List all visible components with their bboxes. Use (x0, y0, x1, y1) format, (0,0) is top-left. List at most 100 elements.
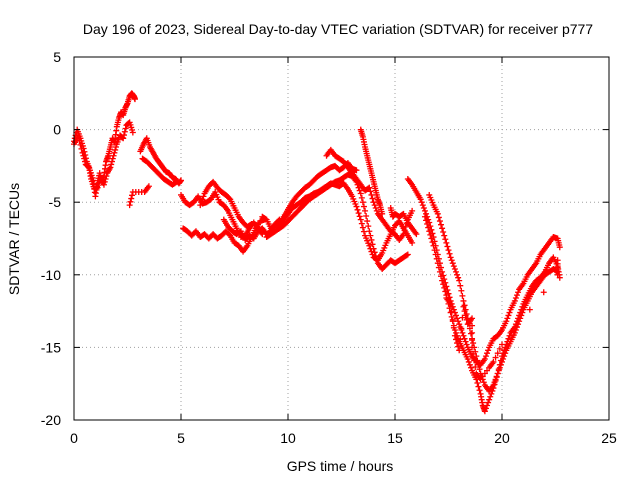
data-point-marker (492, 354, 499, 361)
series-track-r (421, 213, 563, 415)
data-point-marker (447, 300, 454, 307)
data-point-marker (353, 167, 360, 174)
data-point-marker (111, 149, 118, 156)
data-point-marker (85, 163, 92, 170)
data-point-marker (371, 202, 378, 209)
data-point-marker (515, 289, 522, 296)
data-point-marker (178, 177, 184, 184)
x-axis-label: GPS time / hours (287, 458, 394, 474)
data-point-marker (109, 155, 116, 162)
data-point-marker (512, 324, 519, 331)
y-tick-label: -5 (49, 194, 62, 210)
data-point-marker (459, 292, 466, 299)
data-point-marker (504, 338, 511, 345)
y-tick-label: 5 (53, 49, 61, 65)
data-point-marker (127, 198, 134, 205)
data-point-marker (366, 228, 373, 235)
data-point-marker (131, 96, 138, 103)
data-point-marker (484, 402, 491, 409)
y-tick-label: -20 (41, 412, 61, 428)
data-point-marker (200, 193, 207, 200)
data-point-marker (518, 306, 525, 313)
data-point-marker (434, 210, 441, 217)
data-point-marker (451, 332, 458, 339)
data-point-marker (112, 144, 119, 151)
data-point-marker (449, 260, 456, 267)
data-point-marker (107, 164, 114, 171)
data-point-marker (452, 268, 459, 275)
data-point-marker (442, 288, 449, 295)
series-track-b (71, 119, 136, 193)
x-tick-label: 5 (177, 430, 185, 446)
axis-ticks (73, 56, 610, 421)
data-point-marker (464, 356, 471, 363)
data-point-marker (248, 220, 255, 227)
data-point-marker (379, 210, 386, 217)
data-point-marker (491, 381, 498, 388)
data-point-marker (511, 297, 518, 304)
data-point-marker (452, 329, 459, 336)
data-point-marker (473, 353, 480, 360)
data-point-marker (497, 357, 504, 364)
data-point-marker (129, 192, 136, 199)
series-track-p (404, 175, 563, 368)
data-point-marker (472, 364, 479, 371)
data-point-marker (369, 251, 376, 258)
data-point-marker (419, 202, 426, 209)
data-point-marker (409, 207, 416, 214)
data-point-marker (435, 214, 442, 221)
data-point-marker (476, 387, 483, 394)
data-point-marker (373, 207, 380, 214)
data-point-marker (513, 318, 520, 325)
data-point-marker (456, 321, 463, 328)
data-point-marker (121, 128, 128, 135)
data-point-marker (129, 129, 136, 136)
data-point-marker (519, 303, 526, 310)
data-point-marker (506, 332, 513, 339)
data-point-marker (439, 225, 446, 232)
data-point-marker (469, 337, 476, 344)
data-point-marker (172, 179, 179, 186)
data-point-marker (469, 322, 476, 329)
data-point-marker (490, 385, 497, 392)
data-point-marker (436, 268, 443, 275)
chart-title: Day 196 of 2023, Sidereal Day-to-day VTE… (83, 21, 593, 37)
data-point-marker (427, 231, 434, 238)
data-point-marker (499, 341, 505, 348)
data-point-marker (463, 341, 470, 348)
data-point-marker (359, 199, 366, 206)
data-point-marker (418, 199, 425, 206)
data-point-marker (494, 350, 501, 357)
data-point-marker (110, 152, 117, 159)
data-point-marker (465, 358, 472, 365)
data-point-marker (366, 184, 373, 191)
data-point-marker (482, 405, 489, 412)
data-point-marker (356, 187, 363, 194)
data-point-marker (462, 338, 469, 345)
data-point-marker (467, 330, 474, 337)
data-point-marker (503, 318, 510, 325)
data-point-marker (442, 236, 449, 243)
data-point-marker (443, 239, 450, 246)
data-point-marker (490, 358, 497, 365)
data-point-marker (435, 264, 442, 271)
series-track-h (197, 178, 255, 230)
y-tick-labels: -20 -15 -10 -5 0 5 (41, 49, 61, 428)
data-point-marker (460, 297, 467, 304)
data-point-marker (423, 210, 430, 217)
data-point-marker (355, 210, 362, 217)
x-tick-label: 15 (387, 430, 403, 446)
data-point-marker (366, 242, 373, 249)
data-point-marker (554, 257, 561, 264)
series-track-g (180, 216, 268, 255)
data-point-marker (173, 178, 180, 185)
series-track-i (220, 216, 283, 243)
data-point-marker (488, 390, 495, 397)
data-point-marker (197, 202, 204, 209)
data-point-marker (80, 152, 87, 159)
data-point-marker (447, 254, 454, 261)
data-point-marker (502, 344, 509, 351)
data-point-marker (481, 408, 488, 415)
data-point-marker (77, 141, 84, 148)
data-point-marker (450, 324, 457, 331)
